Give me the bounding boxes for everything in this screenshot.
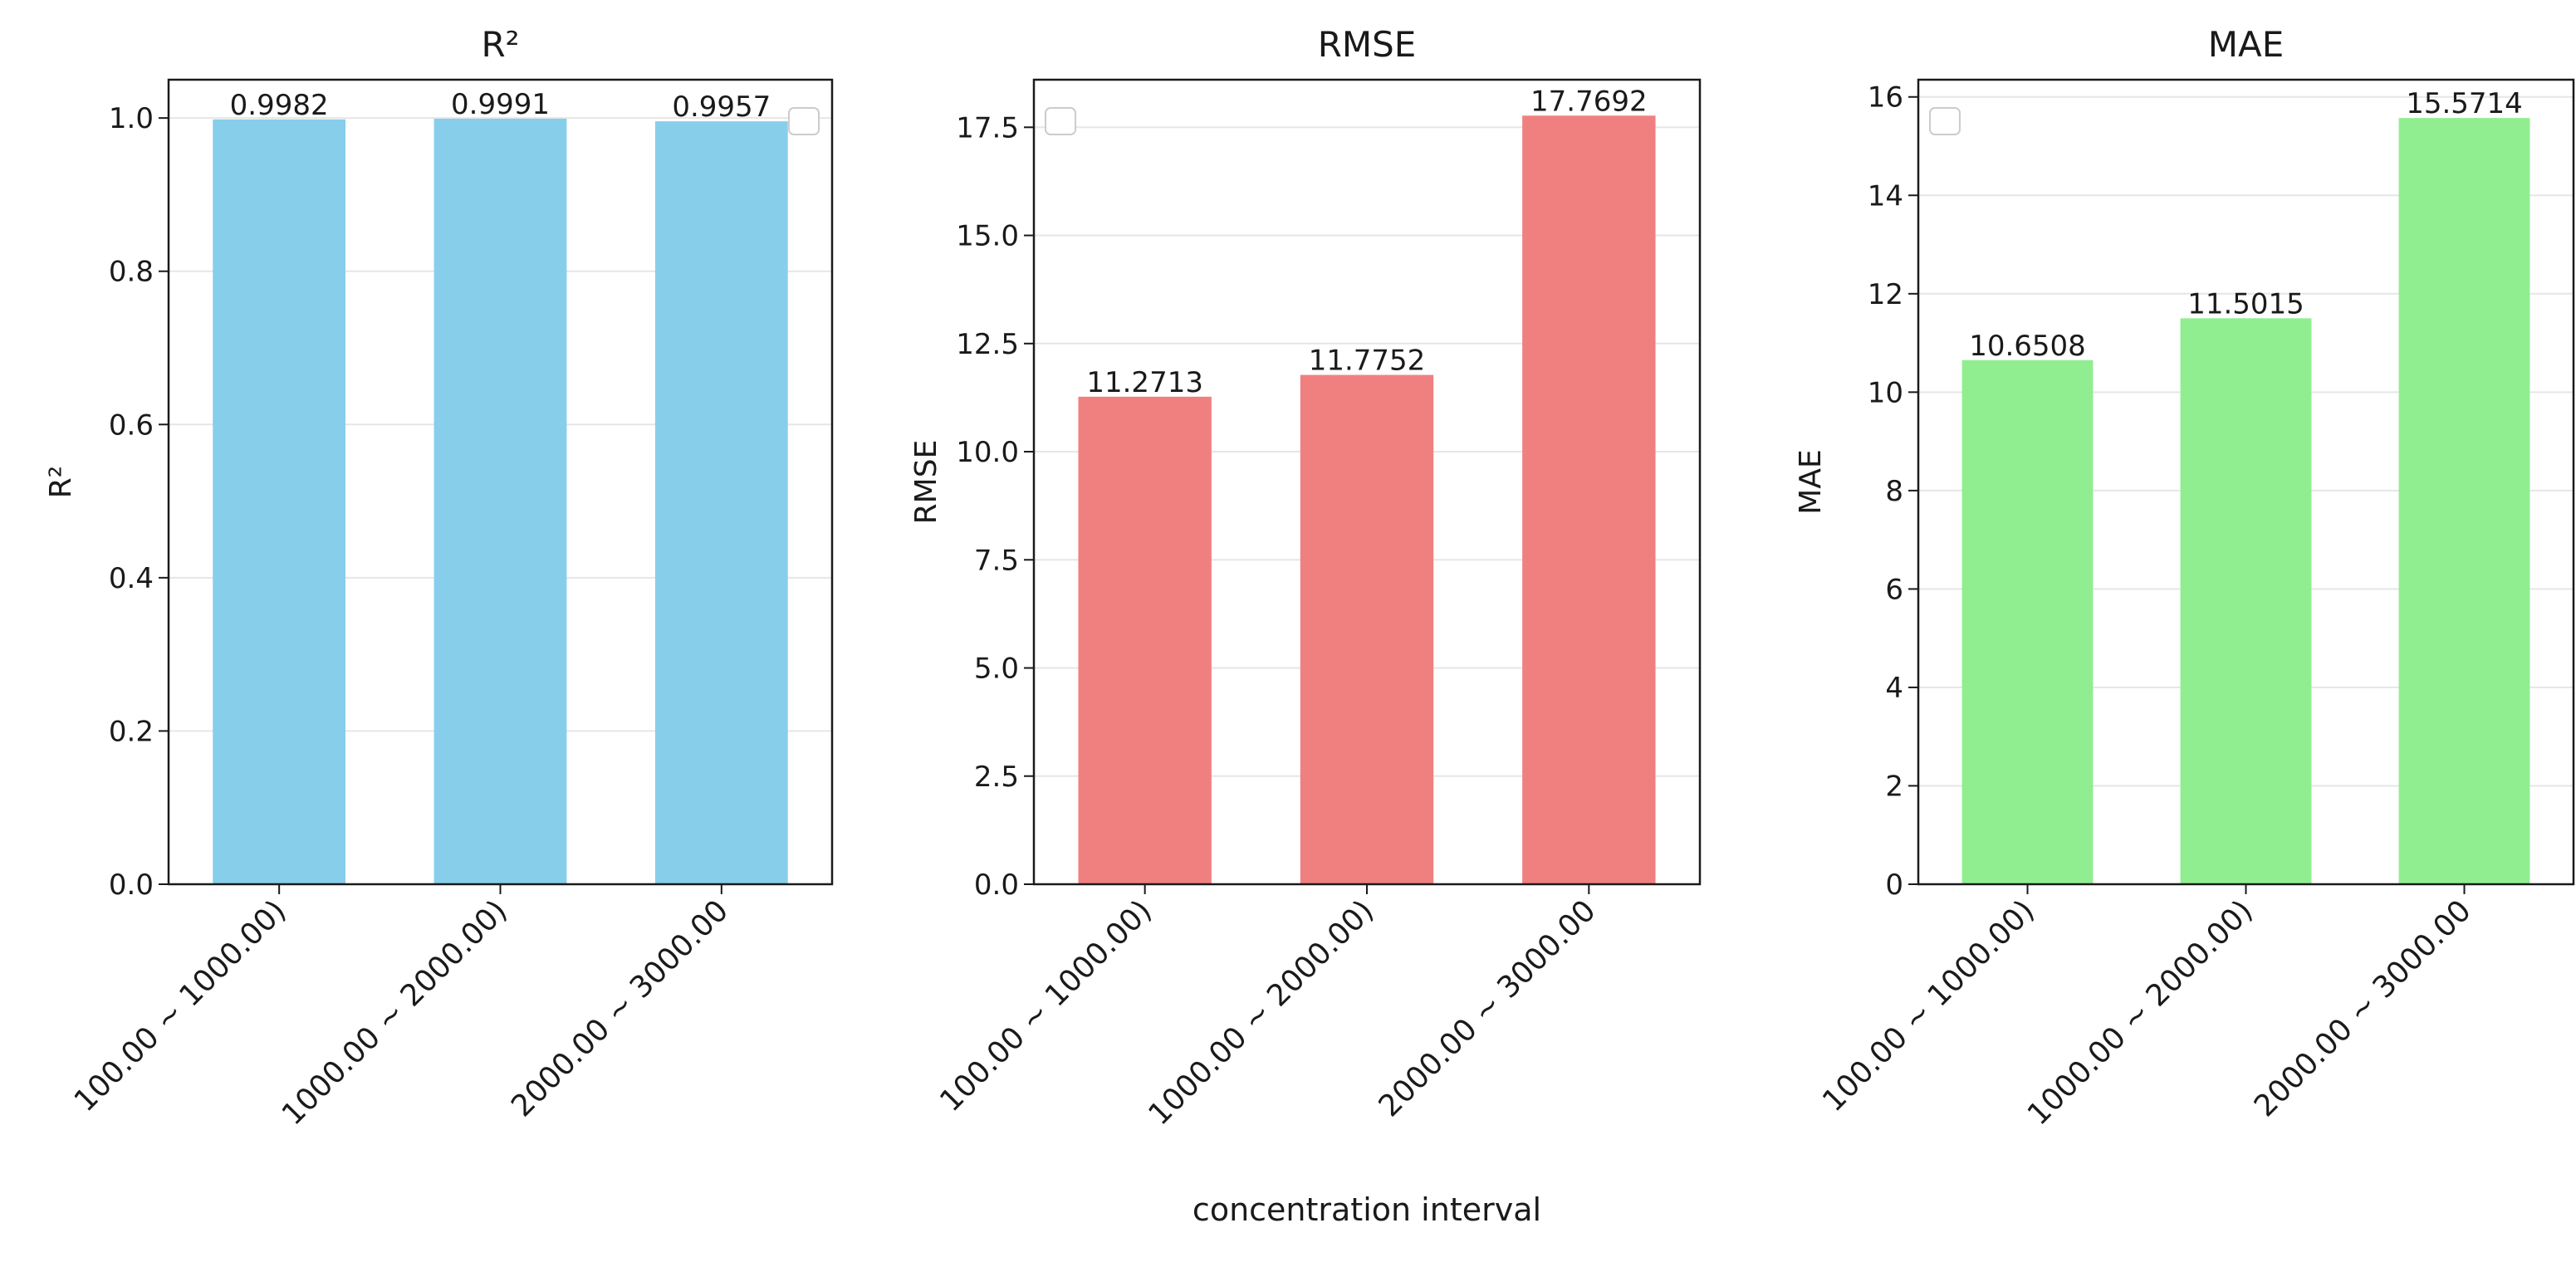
chart-title: MAE xyxy=(2208,24,2285,65)
data-label: 15.5714 xyxy=(2406,87,2523,120)
legend-box xyxy=(1045,107,1076,135)
y-tick-label: 16 xyxy=(1868,81,1903,115)
bar xyxy=(1961,360,2094,884)
y-axis-label: R² xyxy=(44,466,78,498)
y-tick-label: 14 xyxy=(1868,179,1903,213)
y-tick-label: 0.8 xyxy=(109,256,154,289)
y-axis-label: RMSE xyxy=(909,440,943,525)
data-label: 11.2713 xyxy=(1086,366,1203,399)
y-tick-label: 10 xyxy=(1868,376,1903,409)
y-tick-label: 0.6 xyxy=(109,408,154,442)
bar xyxy=(433,118,567,884)
legend-box xyxy=(1929,107,1961,135)
data-label: 0.9957 xyxy=(672,90,771,124)
y-tick-label: 0.4 xyxy=(109,562,154,595)
y-tick-label: 0 xyxy=(1885,868,1903,902)
data-label: 17.7692 xyxy=(1530,85,1648,118)
data-label: 0.9991 xyxy=(451,88,550,121)
y-axis-label: MAE xyxy=(1794,449,1828,514)
y-tick-label: 6 xyxy=(1885,573,1903,606)
y-tick-label: 0.0 xyxy=(974,868,1019,902)
y-tick-label: 8 xyxy=(1885,475,1903,508)
bar xyxy=(2398,118,2530,885)
y-tick-label: 17.5 xyxy=(956,111,1019,144)
data-label: 10.6508 xyxy=(1969,330,2086,363)
y-tick-label: 12.5 xyxy=(956,328,1019,361)
legend-box xyxy=(788,107,820,135)
y-tick-label: 10.0 xyxy=(956,436,1019,469)
axes-frame xyxy=(167,78,834,886)
data-label: 11.5015 xyxy=(2187,287,2304,320)
y-tick-label: 0.0 xyxy=(109,868,154,902)
bar xyxy=(2180,318,2312,885)
y-tick-label: 12 xyxy=(1868,278,1903,311)
axes-frame xyxy=(1917,78,2575,886)
y-tick-label: 0.2 xyxy=(109,715,154,748)
y-tick-label: 2 xyxy=(1885,770,1903,803)
y-tick-label: 1.0 xyxy=(109,102,154,135)
y-tick-label: 5.0 xyxy=(974,653,1019,686)
data-label: 0.9982 xyxy=(230,89,329,122)
figure-x-axis-label: concentration interval xyxy=(1193,1191,1541,1228)
bar xyxy=(1300,374,1434,885)
y-tick-label: 7.5 xyxy=(974,544,1019,577)
axes-frame xyxy=(1032,78,1702,886)
bar xyxy=(1522,115,1656,885)
bar xyxy=(1078,396,1212,884)
bar xyxy=(654,121,788,884)
y-tick-label: 4 xyxy=(1885,672,1903,705)
chart-title: RMSE xyxy=(1318,24,1417,65)
y-tick-label: 15.0 xyxy=(956,220,1019,253)
bar xyxy=(213,119,346,884)
data-label: 11.7752 xyxy=(1309,345,1426,378)
chart-title: R² xyxy=(481,24,519,65)
y-tick-label: 2.5 xyxy=(974,761,1019,794)
